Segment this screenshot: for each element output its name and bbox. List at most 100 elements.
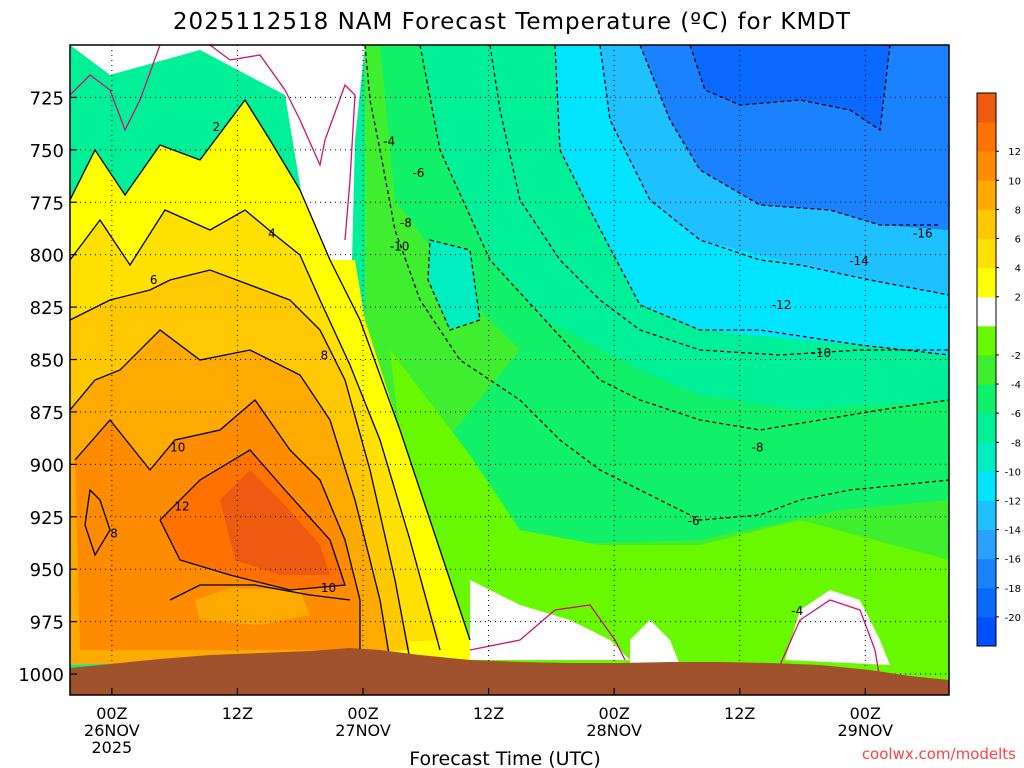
colorbar-label: 2 bbox=[1015, 293, 1021, 304]
colorbar-label: -14 bbox=[1005, 526, 1021, 537]
colorbar-segment bbox=[977, 151, 996, 181]
colorbar-segment bbox=[977, 296, 996, 327]
colorbar-segment bbox=[977, 325, 996, 356]
colorbar-segment bbox=[977, 529, 996, 560]
y-tick-label: 800 bbox=[30, 246, 64, 267]
y-tick-label: 875 bbox=[30, 403, 64, 424]
contour-line-2 bbox=[70, 98, 471, 641]
contour-line-minus-8 bbox=[489, 45, 949, 356]
colorbar-label: -2 bbox=[1011, 351, 1021, 362]
colorbar-label: 4 bbox=[1015, 264, 1021, 275]
colorbar-segment bbox=[977, 354, 996, 385]
colorbar-segment bbox=[977, 93, 996, 123]
x-tick-label: 00Z bbox=[598, 704, 629, 723]
colorbar-segment bbox=[977, 442, 996, 472]
contour-label: 6 bbox=[150, 273, 158, 287]
contour-line-4 bbox=[70, 209, 441, 651]
y-tick-label: 975 bbox=[30, 613, 64, 634]
plot-frame bbox=[69, 44, 950, 696]
y-axis: 725 750 775 800 825 850 875 900 925 950 975 1000 bbox=[18, 88, 77, 686]
contour-line-zero-cold bbox=[779, 599, 881, 681]
credit-text: coolwx.com/modelts bbox=[862, 745, 1016, 763]
fill-band-minus-18 bbox=[690, 45, 890, 130]
y-tick-label: 900 bbox=[30, 455, 64, 476]
colorbar-segment bbox=[977, 587, 996, 618]
contour-label: -10 bbox=[812, 346, 832, 360]
contour-label: 10 bbox=[170, 441, 185, 455]
contour-labels: 2 4 6 8 10 12 10 8 -4 -6 -8 -10 -16 -14 -12 -10 -8 -6 -4 bbox=[110, 120, 933, 618]
fill-white-gap-center bbox=[630, 620, 680, 665]
colorbar-label: 8 bbox=[1015, 205, 1021, 216]
colorbar-segment bbox=[977, 413, 996, 443]
colorbar-label: -4 bbox=[1011, 380, 1021, 391]
colorbar-segment bbox=[977, 209, 996, 240]
x-tick-label: 27NOV bbox=[335, 721, 391, 740]
contour-line-minus-6 bbox=[419, 45, 949, 431]
contour-label: -4 bbox=[791, 604, 803, 618]
contour-label: 12 bbox=[174, 499, 189, 513]
contour-label: -16 bbox=[913, 227, 933, 241]
fill-band-13 bbox=[220, 470, 330, 575]
x-tick-label: 12Z bbox=[473, 704, 504, 723]
contour-label: -14 bbox=[849, 254, 869, 268]
colorbar-segment bbox=[977, 267, 996, 298]
colorbar-frame bbox=[976, 92, 997, 647]
colorbar-segment bbox=[977, 238, 996, 269]
colorbar-label: -10 bbox=[1005, 467, 1021, 478]
fill-white-gap-lower bbox=[470, 580, 630, 660]
colorbar-segment bbox=[977, 122, 996, 152]
x-tick-label: 2025 bbox=[91, 738, 132, 757]
contour-line-zero-cold bbox=[469, 604, 626, 661]
terrain-ground bbox=[70, 648, 949, 695]
contour-label: -6 bbox=[688, 514, 700, 528]
y-tick-label: 1000 bbox=[18, 665, 64, 686]
contour-line-12 bbox=[159, 449, 346, 591]
contour-label: 8 bbox=[320, 348, 328, 362]
contour-label: 4 bbox=[268, 227, 276, 241]
x-tick-label: 12Z bbox=[222, 704, 253, 723]
contour-label: -8 bbox=[400, 216, 412, 230]
colorbar-label: -6 bbox=[1011, 409, 1021, 420]
y-tick-label: 725 bbox=[30, 88, 64, 109]
y-tick-label: 950 bbox=[30, 560, 64, 581]
contour-line-minus-16 bbox=[639, 45, 940, 226]
fill-band-minus-8 bbox=[428, 240, 480, 330]
x-axis-label: Forecast Time (UTC) bbox=[409, 748, 600, 768]
fill-band-minus-2-warm-edge bbox=[70, 45, 365, 320]
contour-line-minus-4 bbox=[364, 45, 949, 521]
contour-line-10 bbox=[74, 399, 361, 650]
colorbar-label: -18 bbox=[1005, 584, 1021, 595]
y-tick-label: 850 bbox=[30, 351, 64, 372]
contour-lines bbox=[70, 45, 949, 681]
colorbar-segment bbox=[977, 500, 996, 531]
contour-line-minus-14 bbox=[599, 45, 949, 296]
y-tick-label: 750 bbox=[30, 141, 64, 162]
contour-label: 2 bbox=[213, 120, 221, 134]
colorbar-label: -20 bbox=[1005, 613, 1021, 624]
contour-line-8 bbox=[70, 329, 391, 661]
contour-line-10-lower bbox=[169, 584, 351, 601]
colorbar-segment bbox=[977, 616, 996, 647]
colorbar-label: 12 bbox=[1008, 147, 1021, 158]
colorbar-label: -16 bbox=[1005, 555, 1021, 566]
contour-label: -12 bbox=[772, 298, 792, 312]
contour-label: -10 bbox=[390, 239, 410, 253]
contour-line-minus-18 bbox=[689, 45, 891, 132]
colorbar-label: 10 bbox=[1008, 176, 1021, 187]
temperature-fill bbox=[70, 45, 949, 695]
colorbar-segment bbox=[977, 471, 996, 501]
x-tick-label: 29NOV bbox=[837, 721, 893, 740]
y-tick-label: 775 bbox=[30, 193, 64, 214]
contour-line-zero-warm bbox=[209, 45, 356, 241]
colorbar-label: 6 bbox=[1015, 235, 1021, 246]
colorbar-segment bbox=[977, 180, 996, 210]
contour-label: -6 bbox=[412, 166, 424, 180]
colorbar-segment bbox=[977, 384, 996, 414]
contour-label: 8 bbox=[110, 527, 118, 541]
x-tick-label: 12Z bbox=[724, 704, 755, 723]
contour-label: -4 bbox=[383, 134, 395, 148]
plot-area bbox=[70, 45, 949, 695]
x-tick-label: 28NOV bbox=[586, 721, 642, 740]
colorbar-label: -12 bbox=[1005, 496, 1021, 507]
